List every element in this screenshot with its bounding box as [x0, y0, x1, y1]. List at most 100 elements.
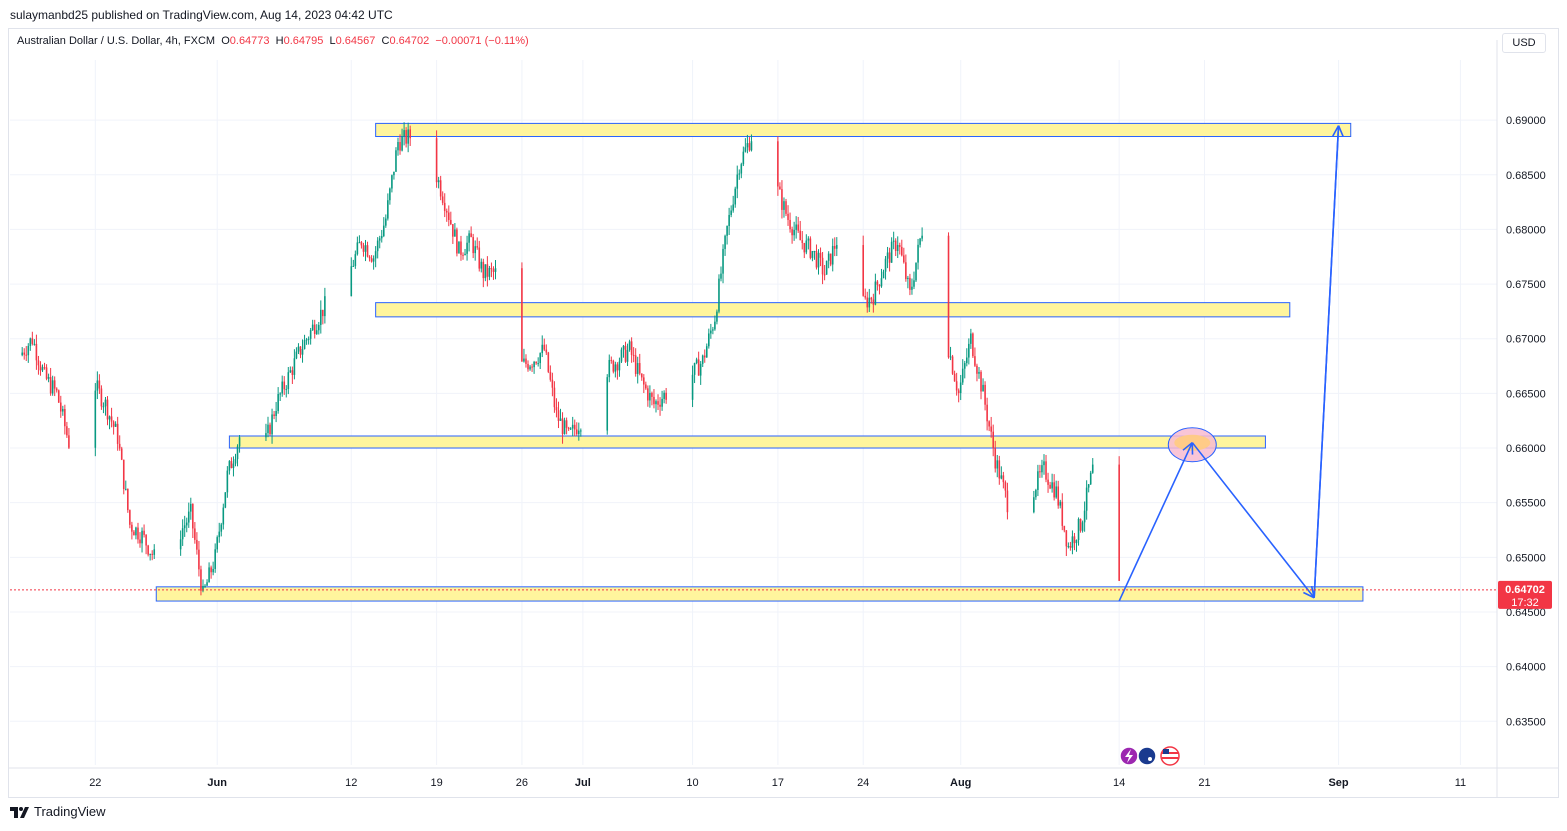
price-zone[interactable] [375, 122, 1352, 138]
candle-body [1041, 465, 1043, 473]
candle-body [970, 333, 972, 344]
candle-body [815, 251, 818, 268]
candle-body [531, 366, 533, 368]
candle-body [198, 549, 200, 570]
candle-body [545, 349, 548, 353]
candle-body [913, 280, 915, 287]
candle-body [443, 202, 446, 211]
candle-body [638, 363, 641, 374]
candle-body [543, 344, 546, 350]
price-zone[interactable] [375, 302, 1291, 318]
price-zone[interactable] [228, 435, 1266, 449]
candle-body [695, 359, 698, 364]
low-value: 0.64567 [335, 35, 376, 47]
candle-body [557, 410, 560, 421]
candle-body [460, 241, 462, 255]
candle-body [622, 345, 625, 350]
candle-body [559, 418, 562, 421]
candle-body [736, 174, 739, 189]
candle-body [218, 531, 221, 538]
candle-body [356, 242, 359, 255]
candle-body [903, 255, 905, 263]
candle-body [96, 380, 99, 391]
candle-body [807, 238, 810, 241]
candle-body [57, 390, 60, 403]
candle-body [145, 534, 147, 546]
candle-body [309, 330, 312, 339]
candle-body [614, 364, 617, 372]
candle-body [305, 339, 308, 341]
candle-body [616, 364, 619, 371]
time-axis[interactable]: 22 Jun 12 19 26 Jul 10 17 24 Aug 14 21 Sep 11 [8, 767, 1559, 789]
candle-body [533, 361, 535, 368]
time-tick-label: Sep [1328, 777, 1348, 789]
candle-body [620, 349, 623, 362]
event-icons[interactable] [1119, 746, 1180, 766]
candle-body [699, 363, 702, 376]
candle-body [567, 427, 570, 429]
currency-button[interactable]: USD [1502, 33, 1546, 53]
candle-body [919, 238, 921, 245]
candle-body [951, 356, 954, 374]
candle-body [898, 245, 901, 247]
projection-line[interactable] [1191, 442, 1315, 599]
candle-body [291, 370, 294, 375]
price-axis[interactable]: 0.69000 0.68500 0.68000 0.67500 0.67000 0.665… [1496, 40, 1546, 797]
footer-brand[interactable]: TradingView [10, 804, 106, 819]
candle-body [577, 430, 580, 435]
candle-body [947, 235, 950, 358]
candle-body [393, 171, 395, 176]
candle-body [484, 264, 487, 279]
candle-body [569, 428, 572, 430]
time-tick-label: 22 [89, 777, 101, 789]
candle-body [1065, 530, 1068, 547]
candle-body [1033, 497, 1035, 513]
candle-body [825, 260, 828, 275]
candle-body [435, 138, 438, 183]
candle-body [886, 252, 889, 259]
brand-name: TradingView [34, 804, 106, 819]
time-tick-label: 21 [1198, 777, 1210, 789]
candle-body [657, 401, 659, 405]
candle-body [385, 218, 387, 226]
candle-body [470, 233, 472, 238]
candle-body [445, 210, 448, 213]
candle-body [374, 251, 377, 259]
price-tick-label: 0.65500 [1506, 498, 1546, 510]
candle-body [391, 175, 393, 189]
candle-body [118, 443, 121, 449]
candle-body [787, 213, 789, 220]
candle-body [1118, 464, 1120, 581]
candle-body [41, 367, 44, 371]
candle-body [110, 416, 113, 422]
change-value: −0.00071 (−0.11%) [435, 35, 529, 47]
candle-body [1055, 486, 1057, 498]
candle-body [313, 324, 316, 334]
price-zone[interactable] [155, 586, 1364, 602]
time-tick-label: 12 [345, 777, 357, 789]
candle-body [1081, 522, 1084, 531]
candle-body [283, 381, 286, 390]
candle-body [139, 539, 141, 544]
symbol-name[interactable]: Australian Dollar / U.S. Dollar, 4h, FXC… [17, 35, 216, 47]
australia-flag-icon[interactable] [1137, 746, 1157, 766]
candle-body [626, 349, 629, 362]
projection-line[interactable] [1313, 125, 1340, 598]
candle-body [1077, 518, 1080, 541]
projection-line[interactable] [1118, 442, 1194, 602]
candle-body [149, 553, 151, 555]
candle-body [781, 189, 783, 210]
candle-body [705, 346, 708, 358]
time-tick-label: 10 [686, 777, 698, 789]
candle-body [612, 360, 615, 372]
tradingview-logo-icon [10, 806, 29, 818]
candle-body [651, 392, 653, 397]
candle-body [876, 281, 879, 285]
candle-body [537, 363, 539, 365]
candle-body [208, 567, 210, 583]
candle-body [835, 245, 838, 249]
candle-body [143, 530, 145, 535]
candle-body [809, 238, 812, 258]
candle-body [862, 245, 864, 296]
